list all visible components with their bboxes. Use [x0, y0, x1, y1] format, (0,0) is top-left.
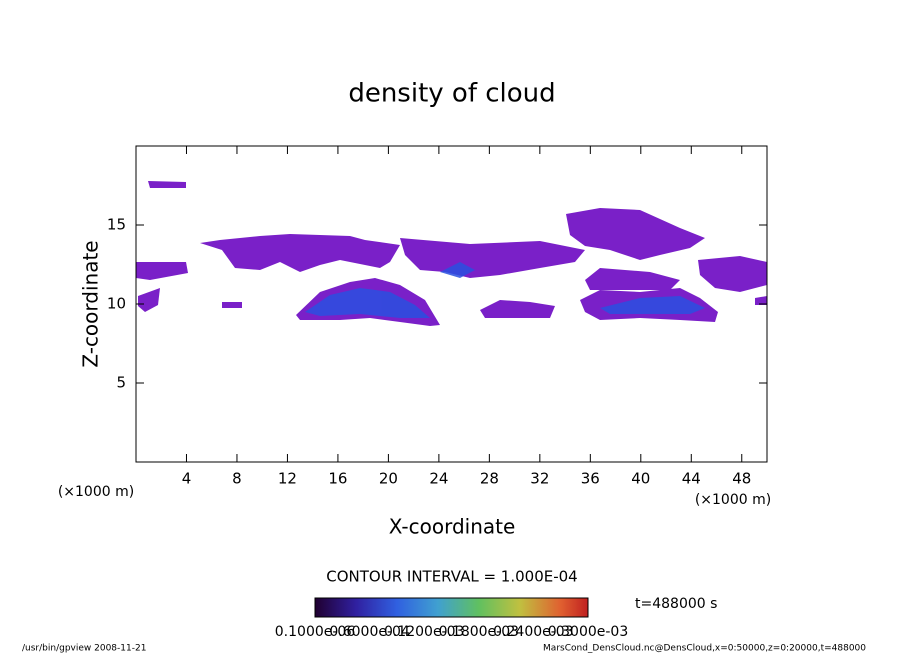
x-unit: (×1000 m) — [58, 484, 134, 500]
x-tick-label: 12 — [278, 470, 297, 488]
colorbar-label: 0.3000e-03 — [548, 624, 628, 640]
colorbar-label: 0.6000e-04 — [329, 624, 410, 640]
contour-interval: CONTOUR INTERVAL = 1.000E-04 — [326, 568, 577, 586]
x-unit-right: (×1000 m) — [695, 492, 771, 508]
x-tick-label: 4 — [182, 470, 192, 488]
x-tick-label: 44 — [682, 470, 701, 488]
x-tick-label: 28 — [480, 470, 499, 488]
y-axis-label: Z-coordinate — [79, 240, 103, 367]
colorbar-label: 0.2400e-03 — [493, 624, 573, 640]
x-tick-label: 40 — [631, 470, 650, 488]
x-tick-label: 8 — [232, 470, 242, 488]
colorbar-label: 0.1200e-03 — [384, 624, 464, 640]
x-tick-label: 16 — [328, 470, 347, 488]
y-tick-label: 15 — [107, 216, 126, 234]
x-tick-label: 32 — [530, 470, 549, 488]
x-tick-label: 36 — [581, 470, 600, 488]
colorbar-label: 0.1000e-06 — [275, 624, 356, 640]
colorbar — [314, 597, 589, 618]
cloud-core — [305, 262, 705, 318]
x-tick-label: 20 — [379, 470, 398, 488]
x-tick-label: 48 — [732, 470, 751, 488]
x-tick-label: 24 — [429, 470, 448, 488]
chart-title: density of cloud — [348, 79, 555, 109]
y-tick-label: 5 — [116, 374, 126, 392]
colorbar-label: 0.1800e-03 — [439, 624, 519, 640]
footer-left: /usr/bin/gpview 2008-11-21 — [22, 644, 146, 654]
time-label: t=488000 s — [635, 596, 717, 612]
footer-right: MarsCond_DensCloud.nc@DensCloud,x=0:5000… — [543, 644, 866, 654]
y-tick-label: 10 — [107, 295, 126, 313]
x-axis-label: X-coordinate — [389, 515, 516, 539]
